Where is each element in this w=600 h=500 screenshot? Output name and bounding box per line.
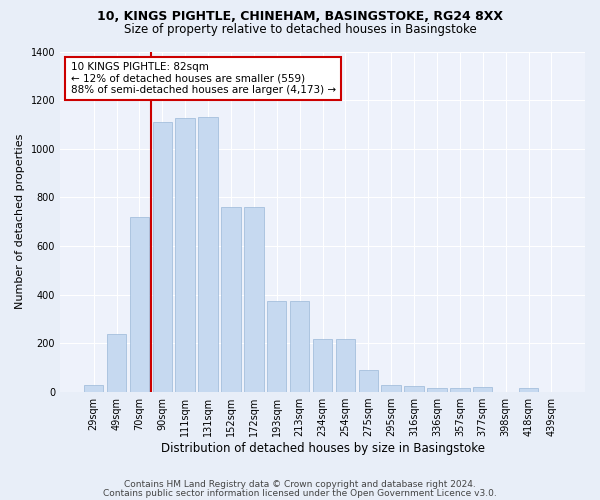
Bar xyxy=(221,207,241,392)
Bar xyxy=(130,217,149,392)
Text: 10 KINGS PIGHTLE: 82sqm
← 12% of detached houses are smaller (559)
88% of semi-d: 10 KINGS PIGHTLE: 82sqm ← 12% of detache… xyxy=(71,62,335,95)
Bar xyxy=(404,386,424,392)
Bar xyxy=(473,387,493,392)
Bar xyxy=(313,338,332,392)
Y-axis label: Number of detached properties: Number of detached properties xyxy=(15,134,25,310)
Bar xyxy=(450,388,470,392)
Bar xyxy=(244,207,263,392)
Bar xyxy=(199,117,218,392)
Bar xyxy=(359,370,378,392)
X-axis label: Distribution of detached houses by size in Basingstoke: Distribution of detached houses by size … xyxy=(161,442,485,455)
Text: Contains public sector information licensed under the Open Government Licence v3: Contains public sector information licen… xyxy=(103,489,497,498)
Bar xyxy=(107,334,126,392)
Bar xyxy=(175,118,195,392)
Bar xyxy=(290,301,310,392)
Bar xyxy=(335,338,355,392)
Bar xyxy=(382,385,401,392)
Bar xyxy=(267,301,286,392)
Bar xyxy=(427,388,446,392)
Bar xyxy=(519,388,538,392)
Text: Size of property relative to detached houses in Basingstoke: Size of property relative to detached ho… xyxy=(124,22,476,36)
Bar xyxy=(152,122,172,392)
Text: 10, KINGS PIGHTLE, CHINEHAM, BASINGSTOKE, RG24 8XX: 10, KINGS PIGHTLE, CHINEHAM, BASINGSTOKE… xyxy=(97,10,503,23)
Text: Contains HM Land Registry data © Crown copyright and database right 2024.: Contains HM Land Registry data © Crown c… xyxy=(124,480,476,489)
Bar xyxy=(84,385,103,392)
